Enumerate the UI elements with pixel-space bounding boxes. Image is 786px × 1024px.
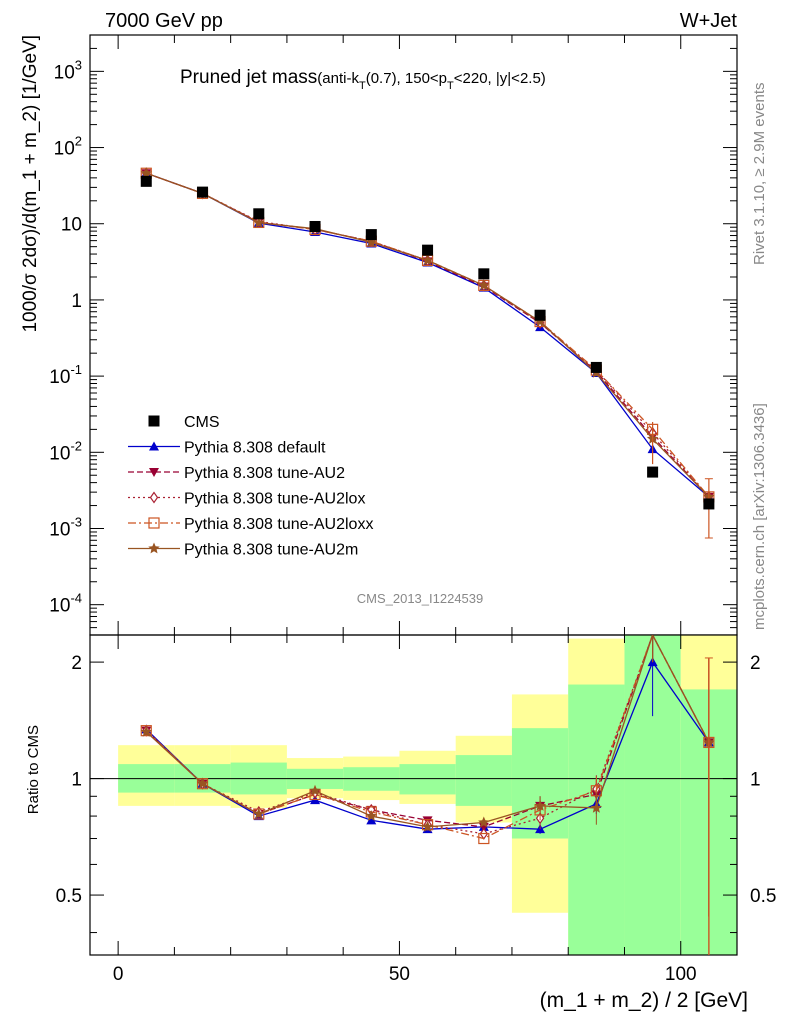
cms-point-3 [309,220,321,232]
y-tick-label-ratio-right: 2 [750,653,761,674]
legend-marker-au2 [149,468,159,477]
cms-point-4 [365,229,377,241]
y-tick-label-main: 102 [54,134,82,160]
ratio-point-au2m-3 [309,784,321,796]
x-tick-label-0: 0 [113,964,124,985]
plot-title: Pruned jet mass(anti-kT(0.7), 150<pT<220… [180,67,546,92]
ratio-frame [89,634,738,956]
x-axis-label: (m_1 + m_2) / 2 [GeV] [540,989,748,1012]
title-sub-T1: T [359,80,366,92]
legend-item-au2m: Pythia 8.308 tune-AU2m [128,542,358,559]
legend-label-au2loxx: Pythia 8.308 tune-AU2loxx [184,516,373,533]
ratio-point-au2m-7 [534,799,546,811]
legend-item-au2loxx: Pythia 8.308 tune-AU2loxx [128,516,373,533]
point-au2m-7 [534,315,546,327]
title-sub-T2: T [447,80,454,92]
legend-marker-au2loxx [148,517,160,529]
ratio-point-au2m-5 [421,820,434,832]
y-tick-label-ratio-right: 1 [750,770,761,791]
legend-label-au2lox: Pythia 8.308 tune-AU2lox [184,491,365,508]
band-green-6 [455,755,512,806]
y-tick-label-ratio: 2 [71,653,82,674]
legend-marker-au2lox [149,491,159,504]
ratio-data [140,635,715,955]
title-main: Pruned jet mass [180,67,317,88]
y-tick-label-ratio: 1 [71,770,82,791]
ratio-point-default-4 [366,815,377,825]
cms-point-5 [422,244,434,256]
cms-point-8 [590,361,602,373]
ratio-point-au2m-8 [590,801,603,813]
y-tick-label-main: 10-2 [49,438,82,464]
cms-point-0 [140,175,152,187]
ratio-point-au2m-0 [140,725,152,737]
header-process-label: W+Jet [680,10,738,32]
legend-item-default: Pythia 8.308 default [128,440,326,457]
cms-point-7 [534,309,546,321]
main-panel: 10-4 10-3 10-2 10-1 1 10 102 103 [49,34,738,636]
x-tick-label-50: 50 [389,964,410,985]
y-ticks-main: 10-4 10-3 10-2 10-1 1 10 102 103 [49,34,737,636]
y-tick-label-main: 10-3 [49,514,82,540]
series-cms [140,175,715,510]
point-au2m-0 [140,167,152,179]
y-axis-label-main: 1000/σ 2dσ)/d(m_1 + m_2) [1/GeV] [20,35,41,333]
point-au2m-6 [478,279,490,291]
title-sub-post: <220, |y|<2.5) [454,70,546,87]
y-axis-label-ratio: Ratio to CMS [25,725,42,814]
y-tick-label-main: 103 [54,57,82,83]
mcplots-label: mcplots.cern.ch [arXiv:1306.3436] [751,403,768,630]
y-ticks-ratio: 0.5 0.5 1 1 2 2 [56,653,776,934]
header-energy-label: 7000 GeV pp [105,10,223,32]
ratio-point-au2loxx-6 [478,832,490,845]
legend-label-au2: Pythia 8.308 tune-AU2 [184,465,345,482]
legend-item-cms: CMS [148,414,220,431]
legend-item-au2lox: Pythia 8.308 tune-AU2lox [128,491,365,508]
rivet-label: Rivet 3.1.10, ≥ 2.9M events [751,83,768,266]
cms-point-1 [197,186,209,198]
legend-label-au2m: Pythia 8.308 tune-AU2m [184,542,358,559]
y-tick-label-main: 10-1 [49,362,82,388]
y-tick-label-ratio-right: 0.5 [750,886,776,907]
cms-point-10 [703,498,715,510]
title-sub-pre: (anti-k [317,70,359,87]
point-au2m-4 [365,236,377,248]
ratio-point-au2m-2 [253,808,265,819]
legend: CMS Pythia 8.308 default Pythia 8.308 tune… [128,414,373,559]
ratio-point-au2m-4 [365,810,377,821]
analysis-id: CMS_2013_I1224539 [357,591,484,606]
y-tick-label-main: 10 [61,215,82,236]
y-tick-label-ratio: 0.5 [56,886,82,907]
cms-point-2 [253,208,265,220]
cms-point-6 [478,268,490,280]
ratio-panel: 0 50 100 0.5 0.5 1 1 2 2 [56,634,776,985]
legend-marker-au2m [148,542,160,554]
legend-marker-default [149,441,159,451]
x-ticks: 0 50 100 [113,635,738,985]
ratio-point-au2loxx-5 [421,819,434,831]
point-au2m-5 [421,254,434,266]
cms-point-9 [647,466,659,478]
band-green-5 [399,764,456,795]
ratio-point-au2m-1 [196,777,209,789]
legend-item-au2: Pythia 8.308 tune-AU2 [128,465,345,482]
x-tick-label-100: 100 [665,964,697,985]
y-tick-label-main: 10-4 [49,591,82,617]
legend-label-cms: CMS [184,414,220,431]
main-data [140,167,715,539]
ratio-point-au2m-6 [478,816,490,828]
title-sub-mid: (0.7), 150<p [366,70,447,87]
point-au2m-2 [253,216,265,228]
legend-marker-cms [148,415,160,427]
y-tick-label-main: 1 [71,291,82,312]
legend-label-default: Pythia 8.308 default [184,440,326,457]
